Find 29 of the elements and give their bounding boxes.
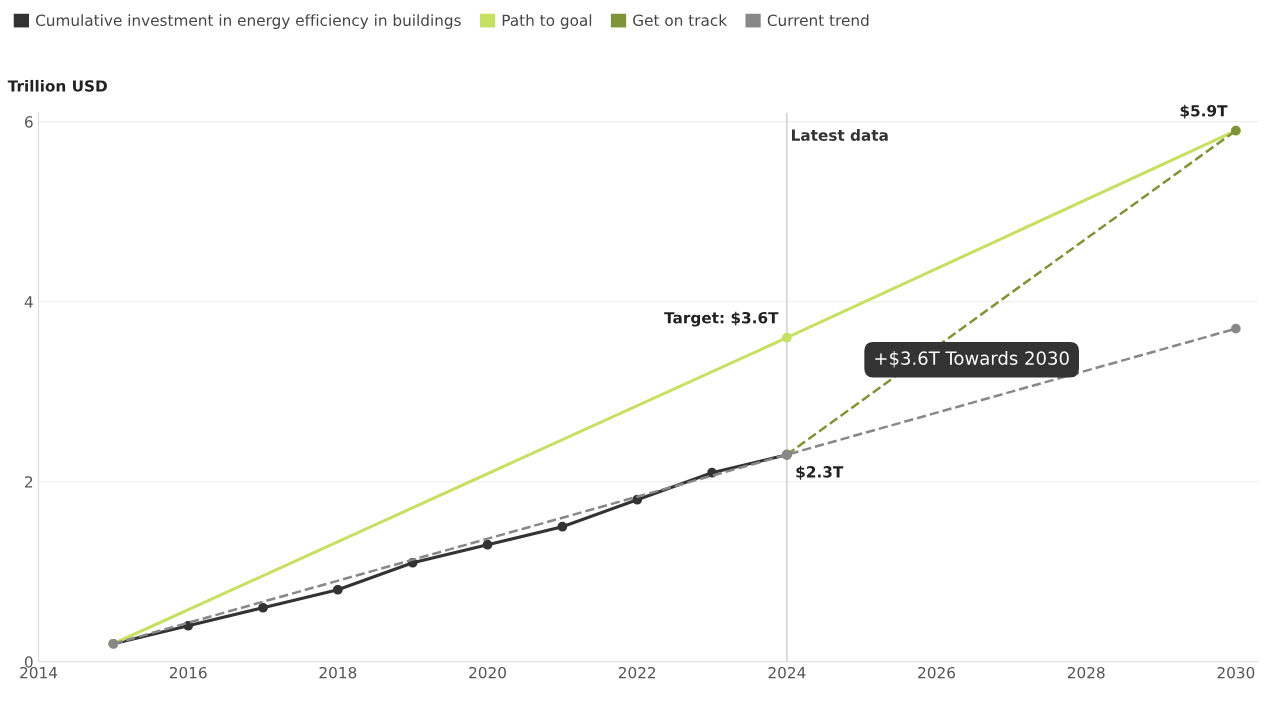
y-tick-label: 4 (24, 296, 33, 308)
y-tick-label: 0 (24, 656, 33, 668)
point (482, 539, 493, 550)
data-label: $5.9T (1180, 104, 1228, 119)
legend-label: Cumulative investment in energy efficiency in buildings (36, 14, 461, 29)
x-tick-label: 2020 (469, 666, 506, 679)
point (557, 521, 568, 532)
y-tick-label: 2 (25, 476, 33, 488)
data-label: $2.3T (796, 465, 844, 480)
point (1231, 323, 1241, 334)
x-tick-label: 2016 (169, 666, 207, 679)
x-tick-label: 2022 (618, 666, 656, 679)
x-tick-label: 2030 (1217, 666, 1255, 679)
point (258, 602, 268, 613)
legend-label: Path to goal (502, 14, 592, 29)
x-tick-label: 2028 (1067, 666, 1105, 679)
y-axis-title: Trillion USD (7, 79, 107, 92)
point (782, 332, 792, 343)
x-tick-label: 2014 (20, 666, 58, 679)
x-tick-label: 2026 (918, 666, 956, 679)
ref-line-label: Latest data (792, 129, 888, 141)
point (332, 584, 343, 595)
y-tick-label: 6 (25, 116, 33, 128)
x-tick-label: 2024 (768, 666, 806, 679)
data-label: Target: $3.6T (664, 311, 779, 327)
legend-label: Get on track (633, 14, 728, 27)
x-tick-label: 2018 (319, 666, 357, 679)
legend-label: Current trend (767, 14, 869, 27)
annotation: +$3.6T Towards 2030 (875, 351, 1069, 368)
